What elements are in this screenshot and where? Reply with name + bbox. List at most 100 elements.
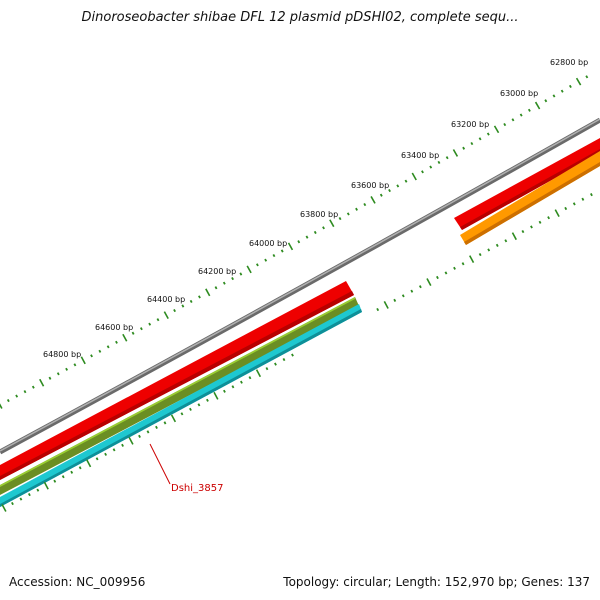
cds-cyan-shade	[0, 309, 362, 507]
tick-label-64600: 64600 bp	[95, 323, 133, 332]
minor-tick	[486, 132, 490, 136]
major-tick	[86, 459, 92, 468]
tick-label-63400: 63400 bp	[401, 151, 439, 160]
major-tick	[39, 378, 45, 387]
minor-tick	[355, 207, 358, 211]
minor-tick	[70, 470, 74, 474]
minor-tick	[156, 318, 160, 322]
minor-tick	[388, 188, 391, 193]
minor-tick	[429, 165, 433, 169]
major-tick	[370, 196, 376, 204]
major-tick	[329, 219, 335, 228]
major-tick	[1, 504, 7, 512]
minor-tick	[519, 113, 523, 117]
minor-tick	[363, 203, 367, 207]
major-tick	[426, 278, 432, 286]
minor-tick	[462, 146, 466, 150]
minor-tick	[495, 243, 499, 247]
minor-tick	[478, 137, 482, 141]
minor-tick	[393, 298, 397, 302]
minor-tick	[401, 294, 405, 298]
minor-tick	[106, 345, 110, 349]
minor-tick	[478, 252, 482, 257]
minor-tick	[544, 99, 548, 103]
minor-tick	[503, 122, 507, 127]
minor-tick	[305, 235, 309, 239]
minor-tick	[189, 407, 192, 411]
minor-tick	[376, 307, 380, 312]
minor-tick	[78, 466, 82, 470]
minor-tick	[527, 108, 531, 112]
minor-tick	[231, 385, 235, 389]
minor-tick	[436, 275, 439, 280]
gene-label-dshi-3857[interactable]: Dshi_3857	[171, 483, 223, 494]
minor-tick	[437, 160, 441, 164]
minor-tick	[585, 75, 589, 79]
minor-tick	[530, 225, 533, 229]
map-title: Dinoroseobacter shibae DFL 12 plasmid pD…	[81, 10, 519, 25]
major-tick	[511, 232, 517, 241]
minor-tick	[461, 262, 465, 266]
genome-summary: Topology: circular; Length: 152,970 bp; …	[283, 575, 590, 589]
cds-olive[interactable]	[0, 297, 359, 495]
minor-tick	[568, 84, 572, 88]
major-tick	[452, 149, 459, 157]
minor-tick	[61, 475, 65, 479]
cds-orange[interactable]	[460, 151, 600, 245]
minor-tick	[538, 220, 542, 224]
minor-tick	[115, 340, 118, 344]
major-tick	[255, 369, 262, 378]
minor-tick	[181, 304, 185, 308]
minor-tick	[48, 376, 52, 380]
minor-tick	[146, 430, 150, 434]
minor-tick	[131, 331, 135, 335]
tick-label-64800: 64800 bp	[43, 350, 81, 359]
major-tick	[383, 301, 389, 309]
major-tick	[575, 77, 582, 86]
minor-tick	[418, 285, 422, 289]
major-tick	[0, 403, 3, 409]
minor-tick	[23, 390, 27, 394]
minor-tick	[291, 353, 294, 357]
backbone-track	[0, 117, 600, 455]
minor-tick	[581, 197, 585, 201]
minor-tick	[445, 156, 449, 160]
minor-tick	[470, 141, 474, 146]
tick-labels: 62800 bp 63000 bp 63200 bp 63400 bp 6360…	[43, 58, 588, 359]
minor-tick	[410, 289, 414, 293]
minor-tick	[590, 193, 593, 197]
minor-tick	[112, 448, 116, 452]
minor-tick	[282, 358, 286, 362]
accession-label: Accession: NC_009956	[9, 575, 146, 589]
minor-tick	[564, 206, 568, 211]
minor-tick	[6, 398, 10, 403]
minor-tick	[95, 457, 99, 461]
minor-tick	[248, 376, 252, 380]
minor-tick	[264, 258, 268, 262]
minor-tick	[444, 271, 448, 275]
minor-tick	[338, 216, 342, 221]
minor-tick	[148, 322, 152, 326]
minor-tick	[322, 226, 325, 230]
major-tick	[287, 242, 294, 251]
minor-tick	[274, 362, 277, 366]
minor-tick	[396, 184, 400, 188]
cds-olive-highlight	[0, 297, 355, 487]
minor-tick	[19, 497, 23, 501]
minor-tick	[421, 170, 424, 174]
minor-tick	[121, 443, 124, 447]
minor-tick	[240, 380, 243, 384]
major-tick	[163, 311, 169, 320]
tick-label-64200: 64200 bp	[198, 267, 236, 276]
minor-tick	[222, 281, 226, 285]
minor-tick	[53, 479, 57, 483]
minor-tick	[155, 425, 158, 429]
major-tick	[122, 333, 128, 342]
cds-red-forward-right[interactable]	[454, 138, 600, 230]
minor-tick	[487, 248, 491, 252]
minor-tick	[547, 216, 551, 220]
major-tick	[534, 101, 541, 110]
minor-tick	[404, 179, 408, 183]
minor-tick	[180, 412, 184, 416]
minor-tick	[163, 421, 167, 425]
